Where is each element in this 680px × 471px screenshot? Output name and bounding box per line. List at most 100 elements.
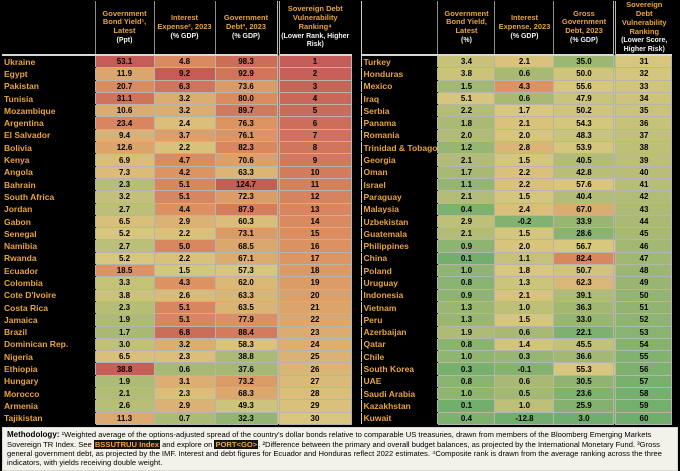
yield-value-cell: 0.8 [437,337,496,352]
interest-value-cell: 5.1 [153,313,216,327]
interest-value-cell: 1.0 [494,300,555,315]
rank-value-cell: 34 [613,91,673,106]
yield-value-cell: 1.9 [94,313,155,327]
yield-value-cell: 2.1 [437,227,496,241]
debt-value-cell: 3.0 [553,411,616,425]
column-unit: (Ppt) [116,37,133,45]
yield-value-cell: 3.0 [94,337,155,352]
terminal-link[interactable]: PORT<GO> [214,439,259,449]
yield-value-cell: 1.0 [437,350,496,364]
country-label: Angola [2,165,95,179]
rank-value-cell: 49 [613,276,673,290]
debt-value-cell: 56.7 [553,239,616,253]
interest-value-cell: 0.6 [494,67,555,81]
rank-value-cell: 22 [276,313,352,327]
table-row: Kuwait 0.4 -12.8 3.0 60 [361,411,673,425]
debt-value-cell: 63.5 [214,300,279,315]
column-title: Government Bond Yield¹, Latest [102,8,147,36]
yield-value-cell: 5.2 [94,227,155,241]
country-label: Pakistan [2,79,95,93]
interest-value-cell: 9.2 [153,67,216,81]
rank-value-cell: 55 [613,350,673,364]
debt-value-cell: 67.0 [553,202,616,216]
yield-value-cell: 9.4 [94,128,155,143]
interest-value-cell: 2.0 [494,128,555,143]
interest-value-cell: 2.1 [494,116,555,130]
debt-value-cell: 60.3 [214,214,279,229]
debt-value-cell: 80.0 [214,91,279,106]
column-header-bond-yield: Government Bond Yield, Latest (%) [437,1,495,56]
interest-value-cell: 0.6 [153,362,216,376]
debt-value-cell: 55.3 [553,362,616,376]
yield-value-cell: 1.5 [437,79,496,93]
debt-value-cell: 67.1 [214,251,279,266]
country-label: Chile [361,350,438,364]
country-label: Ethiopia [2,362,95,376]
debt-value-cell: 76.1 [214,128,279,143]
country-label: Ecuador [2,264,95,278]
rank-value-cell: 35 [613,104,673,118]
country-label: Namibia [2,239,95,253]
yield-value-cell: 0.8 [437,374,496,389]
debt-value-cell: 73.1 [214,227,279,241]
yield-value-cell: 53.1 [94,54,155,69]
interest-value-cell: 3.2 [153,104,216,118]
terminal-link[interactable]: BSSUTRUU Index [93,439,160,449]
country-label: Jordan [2,202,95,216]
country-label: Jamaica [2,313,95,327]
table-row: Uzbekistan 2.9 -0.2 33.9 44 [361,214,673,229]
country-label: Qatar [361,337,438,352]
rank-value-cell: 3 [276,79,352,93]
country-label: Indonesia [361,288,438,302]
country-label: Mozambique [2,104,95,118]
rank-value-cell: 51 [613,300,673,315]
interest-value-cell: 2.4 [153,116,216,130]
rank-value-cell: 18 [276,264,352,278]
debt-value-cell: 72.3 [214,190,279,204]
rank-value-cell: 4 [276,91,352,106]
column-header-government-debt: Government Debt³, 2023 (% GDP) [214,1,278,56]
table-row: Vietnam 1.3 1.0 36.3 51 [361,300,673,315]
column-title: Interest Expense, 2023 [498,13,551,31]
interest-value-cell: 3.1 [153,374,216,389]
yield-value-cell: 2.3 [94,177,155,192]
debt-value-cell: 76.3 [214,116,279,130]
country-label: Philippines [361,239,438,253]
rank-value-cell: 24 [276,337,352,352]
country-column-header [361,1,438,56]
table-row: Honduras 3.8 0.6 50.0 32 [361,67,673,81]
country-label: Peru [361,313,438,327]
interest-value-cell: -0.1 [494,362,555,376]
interest-value-cell: 4.3 [153,276,216,290]
rank-value-cell: 37 [613,128,673,143]
rank-value-cell: 16 [276,239,352,253]
rank-value-cell: 28 [276,387,352,401]
interest-value-cell: 2.1 [494,54,555,69]
column-title: Gross Government Debt, 2023 [561,8,607,36]
table-row: Bahrain 2.3 5.1 124.7 11 [2,177,352,192]
country-label: Panama [361,116,438,130]
rank-value-cell: 23 [276,325,352,339]
interest-value-cell: 5.1 [153,177,216,192]
debt-value-cell: 33.0 [553,313,616,327]
debt-value-cell: 87.9 [214,202,279,216]
yield-value-cell: 1.3 [437,300,496,315]
rank-value-cell: 38 [613,141,673,155]
debt-value-cell: 92.9 [214,67,279,81]
country-label: Uzbekistan [361,214,438,229]
debt-value-cell: 35.0 [553,54,616,69]
table-row: Angola 7.3 4.2 63.3 10 [2,165,352,179]
yield-value-cell: 1.0 [437,387,496,401]
debt-value-cell: 33.9 [553,214,616,229]
yield-value-cell: 2.1 [94,387,155,401]
debt-value-cell: 82.3 [214,141,279,155]
rank-value-cell: 6 [276,116,352,130]
interest-value-cell: 6.3 [153,79,216,93]
rank-value-cell: 44 [613,214,673,229]
rank-value-cell: 9 [276,153,352,167]
debt-value-cell: 50.7 [553,264,616,278]
table-row: Egypt 11.9 9.2 92.9 2 [2,67,352,81]
debt-value-cell: 58.3 [214,337,279,352]
column-unit: (%) [461,37,472,45]
table-row: Poland 1.0 1.8 50.7 48 [361,264,673,278]
